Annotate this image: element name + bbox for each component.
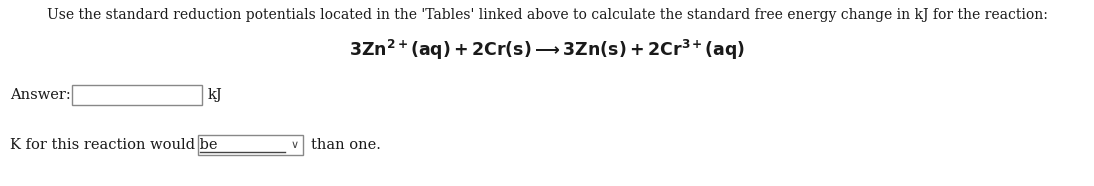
Text: than one.: than one.	[311, 138, 381, 152]
Text: Use the standard reduction potentials located in the 'Tables' linked above to ca: Use the standard reduction potentials lo…	[47, 8, 1047, 22]
Bar	[198, 135, 303, 155]
Text: kJ: kJ	[208, 88, 223, 102]
Text: $\bf{3Zn^{2+}(aq) + 2Cr(s)\longrightarrow 3Zn(s) + 2Cr^{3+}(aq)}$: $\bf{3Zn^{2+}(aq) + 2Cr(s)\longrightarro…	[349, 38, 745, 62]
Bar	[72, 85, 202, 105]
Text: Answer:: Answer:	[10, 88, 71, 102]
Text: K for this reaction would be: K for this reaction would be	[10, 138, 218, 152]
Text: ∨: ∨	[291, 140, 299, 150]
